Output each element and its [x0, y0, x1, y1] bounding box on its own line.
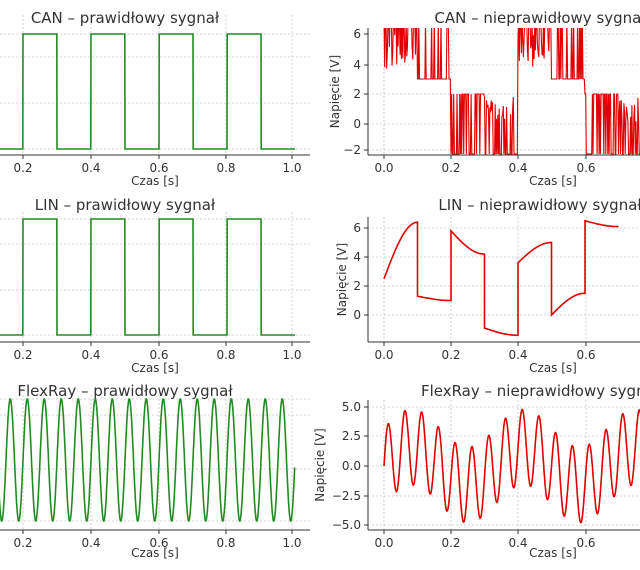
- x-axis-label: Czas [s]: [529, 546, 577, 560]
- series-line: [0, 218, 295, 336]
- x-tick-label: 0.4: [508, 161, 527, 175]
- x-tick-label: 0.2: [441, 536, 460, 550]
- x-tick-label: 0.0: [374, 536, 393, 550]
- series-line: [0, 398, 296, 522]
- x-tick-label: 1.0: [282, 348, 301, 362]
- y-tick-label: 6: [353, 221, 361, 235]
- x-tick-label: 0.0: [374, 161, 393, 175]
- x-tick-label: 0.6: [149, 161, 168, 175]
- x-tick-label: 0.2: [13, 348, 32, 362]
- x-tick-label: 0.4: [81, 536, 100, 550]
- y-tick-label: −2: [343, 143, 361, 157]
- x-tick-label: 0.4: [81, 161, 100, 175]
- x-tick-label: 0.8: [216, 161, 235, 175]
- x-tick-label: 0.6: [149, 536, 168, 550]
- x-axis-label: Czas [s]: [529, 174, 577, 188]
- x-tick-label: 0.4: [508, 348, 527, 362]
- x-tick-label: 0.6: [576, 348, 595, 362]
- x-tick-label: 0.2: [13, 536, 32, 550]
- x-axis-label: Czas [s]: [131, 546, 179, 560]
- y-tick-label: −2.5: [332, 489, 361, 503]
- x-tick-label: 0.2: [441, 348, 460, 362]
- y-tick-label: −5.0: [332, 518, 361, 532]
- chart-panel-3: 0.2 0.4 0.6 0.8 1.0 LIN – prawidłowy sygnał Cz…: [0, 196, 310, 375]
- x-tick-label: 0.4: [81, 348, 100, 362]
- y-tick-label: 2: [353, 279, 361, 293]
- y-tick-label: 5.0: [342, 400, 361, 414]
- series-line: [0, 33, 295, 150]
- chart-title: LIN – prawidłowy sygnał: [35, 196, 216, 214]
- x-tick-label: 0.6: [149, 348, 168, 362]
- y-tick-label: 2: [353, 87, 361, 101]
- y-tick-label: 0: [353, 117, 361, 131]
- x-tick-label: 1.0: [282, 161, 301, 175]
- chart-panel-6: 0.0 0.2 0.4 0.6 −5.0 −2.5 0.0 2.5 5.0 FlexRay – n…: [313, 382, 640, 560]
- y-tick-label: 2.5: [342, 429, 361, 443]
- y-tick-label: 0: [353, 308, 361, 322]
- x-tick-label: 0.2: [441, 161, 460, 175]
- series-line: [383, 408, 640, 524]
- x-axis-label: Czas [s]: [131, 174, 179, 188]
- x-tick-label: 0.6: [576, 536, 595, 550]
- chart-title: FlexRay – prawidłowy sygnał: [17, 382, 233, 400]
- y-tick-label: 4: [353, 58, 361, 72]
- x-tick-label: 1.0: [282, 536, 301, 550]
- x-tick-label: 0.8: [216, 536, 235, 550]
- y-axis-label: Napięcie [V]: [328, 55, 342, 128]
- y-axis-label: Napięcie [V]: [313, 428, 327, 501]
- chart-panel-1: 0.2 0.4 0.6 0.8 1.0 CAN – prawidłowy sygnał Cz…: [0, 9, 310, 188]
- x-tick-label: 0.8: [216, 348, 235, 362]
- chart-panel-4: 0.0 0.2 0.4 0.6 0 2 4 6 LIN – nieprawidłowy sygn…: [335, 196, 640, 375]
- series-line: [383, 28, 640, 155]
- x-axis-label: Czas [s]: [131, 361, 179, 375]
- x-tick-label: 0.4: [508, 536, 527, 550]
- x-tick-label: 0.0: [374, 348, 393, 362]
- chart-title: LIN – nieprawidłowy sygnał: [438, 196, 640, 214]
- x-axis-label: Czas [s]: [529, 361, 577, 375]
- chart-title: CAN – nieprawidłowy sygnał: [434, 9, 640, 27]
- chart-title: CAN – prawidłowy sygnał: [31, 9, 220, 27]
- x-tick-label: 0.6: [576, 161, 595, 175]
- y-tick-label: 4: [353, 250, 361, 264]
- x-tick-label: 0.2: [13, 161, 32, 175]
- y-tick-label: 6: [353, 27, 361, 41]
- chart-panel-2: 0.0 0.2 0.4 0.6 −2 0 2 4 6 CAN – nieprawidłowy sy…: [328, 9, 640, 188]
- y-axis-label: Napięcie [V]: [335, 243, 349, 316]
- y-tick-label: 0.0: [342, 459, 361, 473]
- series-line: [383, 219, 619, 337]
- chart-panel-5: 0.2 0.4 0.6 0.8 1.0 FlexRay – prawidłowy sygn…: [0, 382, 310, 560]
- chart-title: FlexRay – nieprawidłowy sygnał: [421, 382, 640, 400]
